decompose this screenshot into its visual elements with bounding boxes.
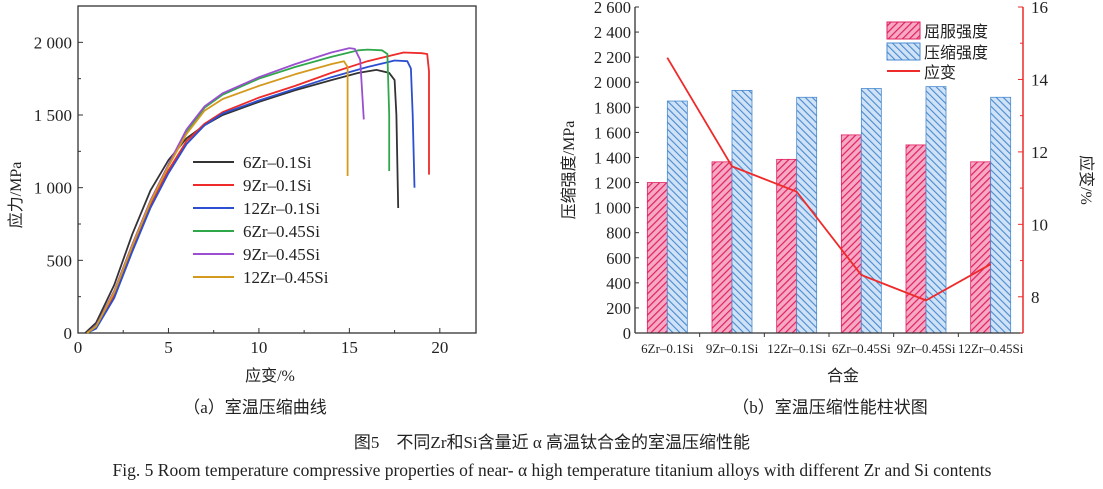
series-line-4 bbox=[86, 47, 365, 334]
bar-compressive-2 bbox=[796, 96, 818, 334]
plot-frame bbox=[77, 5, 477, 334]
figure-caption-en: Fig. 5 Room temperature compressive prop… bbox=[112, 460, 992, 480]
y-tick-label: 1 500 bbox=[34, 106, 72, 125]
chart-b-compression-bars: 6Zr–0.1Si 9Zr–0.1Si 12Zr–0.1Si 6Zr–0.45Si 9Z… bbox=[560, 0, 1096, 385]
caption-b: （b）室温压缩性能柱状图 bbox=[732, 398, 928, 417]
chart-a-compression-curves: 0 5 10 15 20 0 500 1 000 1 500 2 000 应变/% 应力/MPa 6Zr… bbox=[6, 5, 477, 385]
legend-label-3: 6Zr–0.45Si bbox=[243, 222, 320, 241]
y-tick-label: 400 bbox=[606, 274, 631, 293]
y-tick-label: 2 400 bbox=[594, 23, 631, 42]
series-line-0 bbox=[84, 69, 400, 334]
y-tick-label: 1 800 bbox=[594, 98, 631, 117]
legend-label-5: 12Zr–0.45Si bbox=[243, 268, 329, 287]
y-tick-label: 0 bbox=[623, 324, 631, 343]
bar-yield-3 bbox=[840, 134, 862, 334]
legend-label-yield: 屈服强度 bbox=[924, 23, 988, 41]
series-line-3 bbox=[86, 48, 391, 334]
bar-compressive-5 bbox=[990, 96, 1012, 334]
bar-compressive-4 bbox=[925, 86, 947, 334]
strain-line bbox=[666, 57, 992, 302]
y-tick-label: 2 000 bbox=[594, 73, 631, 92]
x-axis-label: 应变/% bbox=[245, 366, 295, 385]
legend-label-4: 9Zr–0.45Si bbox=[243, 245, 320, 264]
caption-a: （a）室温压缩曲线 bbox=[183, 398, 327, 417]
y-tick-label: 2 200 bbox=[594, 48, 631, 67]
y2-axis-label: 应变/% bbox=[1077, 155, 1096, 205]
bar-compressive-3 bbox=[860, 88, 882, 334]
x-axis-label: 合金 bbox=[827, 367, 859, 385]
y-tick-label: 200 bbox=[606, 299, 631, 318]
x-tick-label: 20 bbox=[431, 338, 448, 357]
y2-tick-label: 16 bbox=[1031, 0, 1048, 17]
y2-tick-label: 14 bbox=[1031, 70, 1049, 89]
x-tick-label: 6Zr–0.1Si bbox=[641, 341, 694, 356]
y-tick-label: 500 bbox=[47, 251, 73, 270]
bar-yield-0 bbox=[646, 182, 668, 334]
x-tick-label: 6Zr–0.45Si bbox=[832, 341, 891, 356]
series-line-5 bbox=[86, 60, 349, 334]
y-tick-label: 1 400 bbox=[594, 148, 631, 167]
y2-tick-label: 12 bbox=[1031, 143, 1048, 162]
bar-yield-4 bbox=[905, 144, 927, 334]
x-tick-label: 9Zr–0.1Si bbox=[706, 341, 759, 356]
y2-tick-label: 8 bbox=[1031, 288, 1040, 307]
x-tick-label: 9Zr–0.45Si bbox=[897, 341, 956, 356]
x-tick-label: 15 bbox=[341, 338, 358, 357]
x-tick-label: 0 bbox=[74, 338, 83, 357]
y-tick-label: 2 000 bbox=[34, 33, 72, 52]
y-tick-label: 600 bbox=[606, 249, 631, 268]
y-tick-label: 0 bbox=[64, 324, 73, 343]
bar-yield-5 bbox=[970, 161, 992, 334]
y2-tick-label: 10 bbox=[1031, 215, 1048, 234]
series-line-2 bbox=[86, 59, 416, 334]
legend-label-compressive: 压缩强度 bbox=[924, 44, 988, 62]
y-axis-label: 压缩强度/MPa bbox=[560, 121, 578, 220]
y-tick-label: 1 000 bbox=[594, 199, 631, 218]
figure-caption-cn: 图5 不同Zr和Si含量近 α 高温钛合金的室温压缩性能 bbox=[353, 433, 751, 452]
y-tick-label: 1 600 bbox=[594, 123, 631, 142]
x-tick-label: 12Zr–0.45Si bbox=[958, 341, 1024, 356]
bar-yield-1 bbox=[711, 161, 733, 334]
x-tick-label: 10 bbox=[250, 338, 267, 357]
bar-compressive-1 bbox=[731, 89, 753, 334]
legend-label-2: 12Zr–0.1Si bbox=[243, 199, 320, 218]
y-tick-label: 800 bbox=[606, 224, 631, 243]
x-tick-label: 12Zr–0.1Si bbox=[767, 341, 826, 356]
legend-label-strain: 应变 bbox=[924, 63, 956, 82]
y-tick-label: 1 000 bbox=[34, 179, 72, 198]
x-tick-label: 5 bbox=[164, 338, 173, 357]
series-line-1 bbox=[86, 51, 430, 334]
y-axis-label: 应力/MPa bbox=[6, 162, 25, 229]
legend-swatch-yield bbox=[886, 21, 921, 40]
bar-compressive-0 bbox=[666, 100, 688, 334]
legend-swatch-compressive bbox=[886, 42, 921, 61]
legend-label-0: 6Zr–0.1Si bbox=[243, 153, 312, 172]
y-tick-label: 1 200 bbox=[594, 174, 631, 193]
legend-label-1: 9Zr–0.1Si bbox=[243, 176, 312, 195]
y-tick-label: 2 600 bbox=[594, 0, 631, 17]
